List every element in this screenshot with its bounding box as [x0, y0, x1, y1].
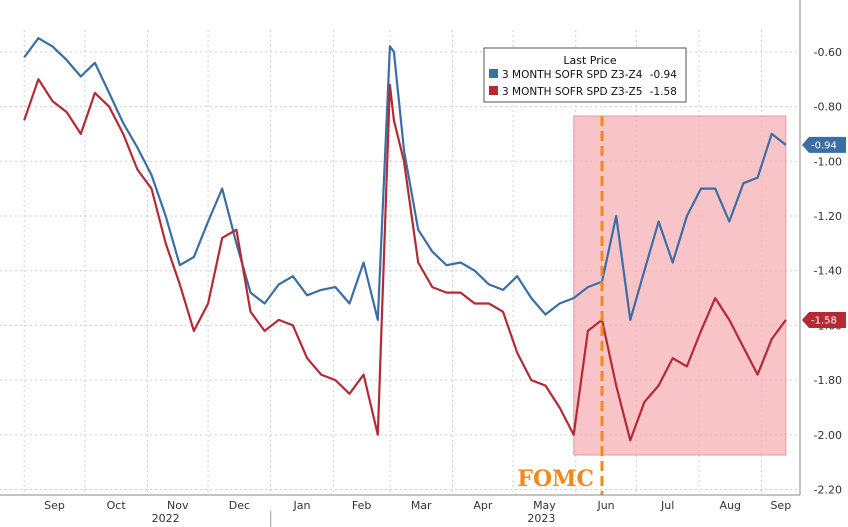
legend-name-z3-z5: 3 MONTH SOFR SPD Z3-Z5: [502, 86, 642, 98]
legend-name-z3-z4: 3 MONTH SOFR SPD Z3-Z4: [502, 69, 643, 81]
legend-swatch-z3-z5: [489, 86, 498, 95]
y-tick-label: -1.40: [814, 265, 842, 278]
series-line-z3-z4: [23, 37, 787, 321]
legend-entry-z3-z5: 3 MONTH SOFR SPD Z3-Z5 -1.58: [502, 86, 677, 98]
x-tick-label: Jan: [293, 499, 311, 512]
y-tick-label: -2.20: [814, 484, 842, 497]
x-tick-label: Mar: [411, 499, 432, 512]
y-tick-label: -1.80: [814, 374, 842, 387]
x-tick-label: Sep: [770, 499, 791, 512]
y-tick-label: -0.80: [814, 101, 842, 114]
legend: Last Price 3 MONTH SOFR SPD Z3-Z4 -0.94 …: [483, 47, 687, 103]
post-fomc-highlight: [573, 115, 787, 456]
x-tick-label: Aug: [720, 499, 741, 512]
legend-value-z3-z5: -1.58: [650, 86, 677, 98]
legend-title: Last Price: [563, 54, 616, 67]
series-line-z3-z5: [23, 78, 787, 442]
x-tick-label: May: [533, 499, 556, 512]
last-price-tag-z3-z4: -0.94: [802, 136, 846, 153]
x-tick-label: Oct: [107, 499, 127, 512]
x-tick-label: Jun: [596, 499, 614, 512]
x-tick-label: Jul: [660, 499, 674, 512]
legend-entry-z3-z4: 3 MONTH SOFR SPD Z3-Z4 -0.94: [502, 69, 677, 81]
series-layer: [23, 37, 787, 442]
x-tick-label: Dec: [229, 499, 250, 512]
y-tick-label: -0.60: [814, 46, 842, 59]
year-label: 2023: [527, 512, 555, 525]
y-tick-label: -1.00: [814, 155, 842, 168]
y-tick-label: -2.00: [814, 429, 842, 442]
svg-text:-0.94: -0.94: [811, 140, 837, 151]
legend-value-z3-z4: -0.94: [650, 69, 677, 81]
x-tick-label: Nov: [167, 499, 189, 512]
year-label: 2022: [152, 512, 180, 525]
svg-text:-1.58: -1.58: [811, 315, 837, 326]
fomc-label: FOMC: [517, 466, 594, 492]
x-tick-label: Feb: [352, 499, 371, 512]
last-price-tag-z3-z5: -1.58: [802, 311, 846, 328]
legend-swatch-z3-z4: [489, 69, 498, 78]
x-tick-label: Sep: [44, 499, 65, 512]
x-tick-label: Apr: [473, 499, 493, 512]
y-tick-label: -1.20: [814, 210, 842, 223]
